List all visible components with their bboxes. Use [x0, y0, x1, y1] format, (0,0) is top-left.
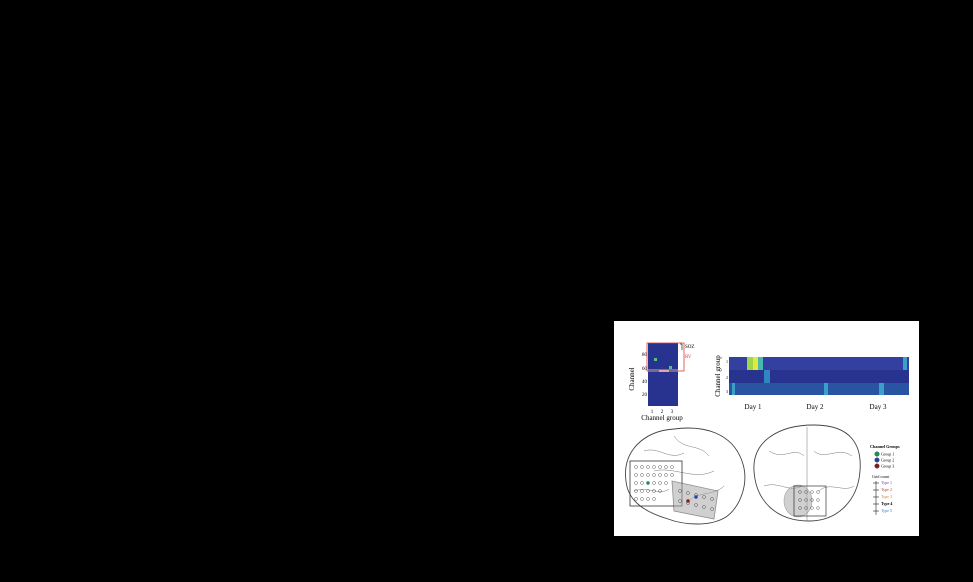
heatmap-hotspot [903, 357, 907, 370]
legend-type-label: Type 2 [881, 487, 892, 492]
legend-group-swatch [874, 463, 880, 469]
heatmap-hotspot [764, 370, 770, 383]
heatmap-hotspot [879, 383, 884, 395]
panel-a: Channel 80 60 40 20 SOZ RV 1 2 3 Channel… [628, 342, 694, 422]
panel-b-ytick: 3 [726, 389, 728, 394]
legend-types-title: Grid count [872, 474, 890, 479]
heatmap-row [729, 383, 909, 395]
panel-b-ylabel: Channel group [714, 355, 722, 397]
panel-b-xtick: Day 1 [745, 403, 762, 411]
panel-b-ytick: 1 [726, 359, 728, 364]
panel-a-ytick: 20 [642, 393, 648, 398]
heatmap-cell [654, 358, 657, 361]
heatmap-row [729, 357, 909, 370]
panel-a-xtick: 2 [661, 410, 664, 415]
figure-canvas: Channel 80 60 40 20 SOZ RV 1 2 3 Channel… [625, 342, 909, 525]
rv-label: RV [685, 355, 692, 360]
legend: Channel Groups Group 1 Group 2 Group 3 G… [870, 444, 900, 515]
panel-a-heatmap [648, 343, 678, 406]
electrode-strip [671, 480, 719, 520]
electrode-grid [793, 485, 827, 517]
brain-inferior-view [753, 424, 861, 522]
panel-a-ylabel: Channel [628, 367, 636, 390]
legend-group-swatch [874, 457, 880, 463]
panel-a-xlabel: Channel group [641, 414, 683, 422]
panel-a-xtick: 3 [671, 410, 674, 415]
panel-b-xtick: Day 3 [870, 403, 887, 411]
soz-label: SOZ [685, 345, 694, 350]
legend-groups-title: Channel Groups [870, 444, 900, 449]
panel-a-ytick: 80 [642, 353, 648, 358]
heatmap-cell [669, 366, 672, 369]
legend-type-label: Type 3 [881, 494, 892, 499]
legend-type-label: Type 4 [881, 501, 892, 506]
legend-group-label: Group 1 [881, 452, 894, 457]
panel-a-ytick: 60 [642, 367, 648, 372]
soz-box [646, 342, 685, 372]
brain-lateral-view [625, 427, 746, 525]
panel-a-ytick: 40 [642, 380, 648, 385]
legend-group-label: Group 2 [881, 458, 894, 463]
legend-group-swatch [874, 451, 880, 457]
legend-group-label: Group 3 [881, 464, 894, 469]
panel-b-ytick: 2 [726, 375, 728, 380]
panel-a-xtick: 1 [651, 410, 654, 415]
heatmap-hotspot [824, 383, 828, 395]
panel-b: Channel group 1 2 3 Day 1 Day 2 Day 3 [714, 355, 909, 411]
figure: Channel 80 60 40 20 SOZ RV 1 2 3 Channel… [614, 321, 919, 536]
heatmap-hotspot [758, 357, 763, 370]
heatmap-hotspot [753, 357, 758, 370]
legend-type-label: Type 5 [881, 508, 892, 513]
panel-b-xtick: Day 2 [807, 403, 824, 411]
heatmap-hotspot [732, 383, 735, 395]
heatmap-hotspot [747, 357, 753, 370]
legend-type-label: Type 1 [881, 480, 892, 485]
